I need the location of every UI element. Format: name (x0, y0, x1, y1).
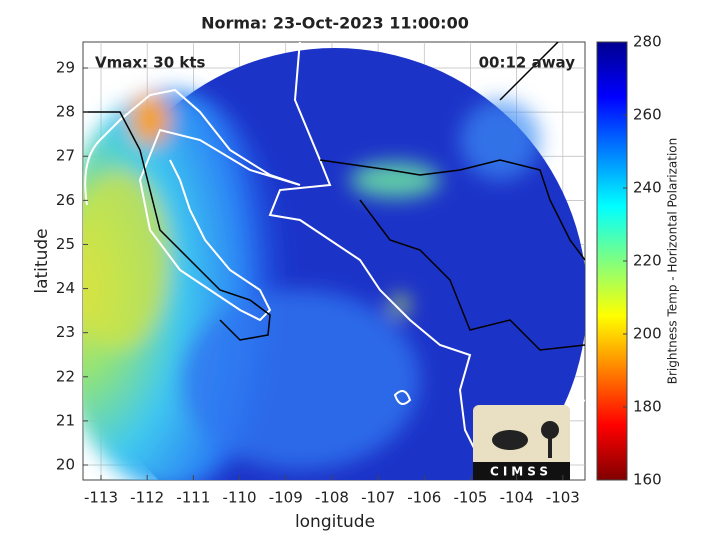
colorbar-tick-label: 280 (633, 33, 662, 51)
annotation: 00:12 away (479, 54, 576, 72)
y-tick-label: 25 (56, 235, 75, 253)
colorbar-label: Brightness Temp - Horizontal Polarizatio… (666, 138, 680, 385)
x-tick-label: -113 (84, 489, 118, 507)
y-tick-label: 26 (56, 191, 75, 209)
y-tick-label: 28 (56, 103, 75, 121)
x-tick-label: -112 (130, 489, 164, 507)
x-tick-label: -108 (315, 489, 349, 507)
colorbar-tick-label: 240 (633, 179, 662, 197)
x-axis-label: longitude (295, 512, 375, 532)
colorbar (596, 41, 628, 481)
y-tick-label: 20 (56, 456, 75, 474)
x-tick-label: -107 (361, 489, 395, 507)
x-tick-label: -103 (546, 489, 580, 507)
logo: CIMSS (473, 405, 570, 480)
colorbar-tick-label: 180 (633, 398, 662, 416)
y-tick-label: 22 (56, 367, 75, 385)
y-tick-label: 29 (56, 59, 75, 77)
colorbar-tick-label: 200 (633, 325, 662, 343)
colorbar-tick-label: 160 (633, 471, 662, 489)
x-tick-label: -105 (453, 489, 487, 507)
y-axis-label: latitude (32, 228, 52, 293)
x-tick-label: -109 (269, 489, 303, 507)
x-tick-label: -111 (176, 489, 210, 507)
colorbar-tick-label: 220 (633, 252, 662, 270)
imagery (83, 42, 585, 480)
logo-text: CIMSS (490, 465, 552, 479)
chart-title: Norma: 23-Oct-2023 11:00:00 (201, 14, 469, 33)
x-tick-label: -110 (223, 489, 257, 507)
annotation: Vmax: 30 kts (95, 54, 205, 72)
x-tick-label: -106 (407, 489, 441, 507)
y-tick-label: 23 (56, 323, 75, 341)
y-tick-label: 21 (56, 411, 75, 429)
x-tick-label: -104 (500, 489, 534, 507)
colorbar-tick-label: 260 (633, 106, 662, 124)
y-tick-label: 24 (56, 279, 75, 297)
y-tick-label: 27 (56, 147, 75, 165)
